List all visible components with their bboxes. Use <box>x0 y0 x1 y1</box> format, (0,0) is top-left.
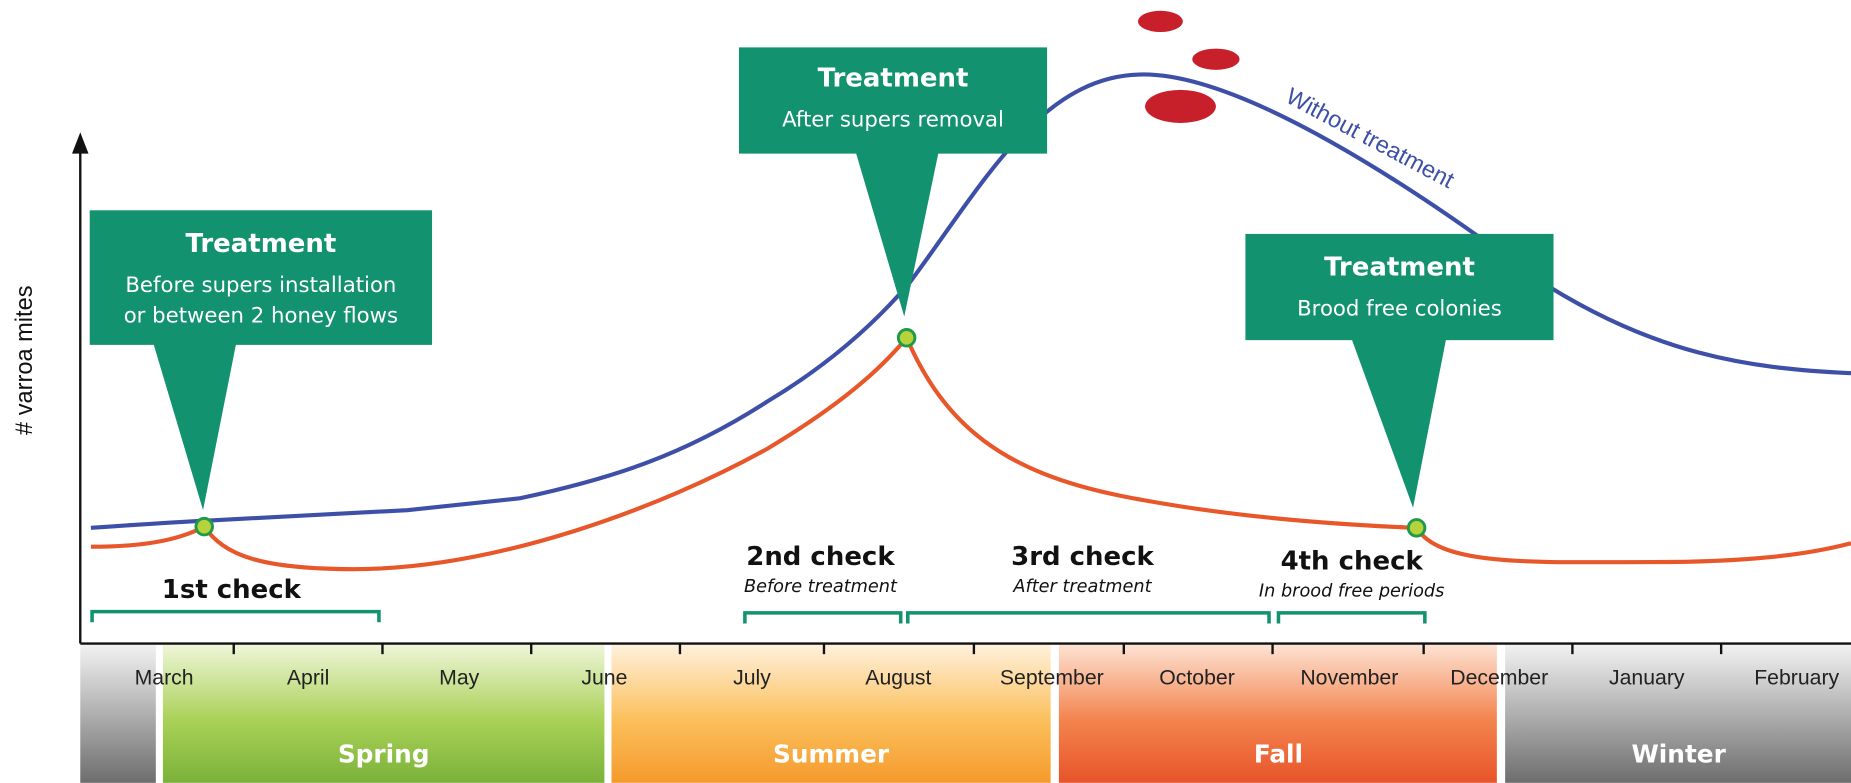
check-bracket <box>1276 611 1427 624</box>
mite <box>1137 10 1183 33</box>
check-bracket <box>90 609 381 623</box>
month-label: March <box>135 666 194 690</box>
month-label: April <box>287 666 329 690</box>
season-label: Winter <box>1631 740 1726 769</box>
callout-pointer <box>1351 338 1447 508</box>
check-bracket <box>906 611 1271 624</box>
band <box>162 644 605 783</box>
check-point <box>1406 518 1427 538</box>
check-bracket <box>743 611 903 624</box>
month-label: June <box>581 666 627 690</box>
callout-title: Treatment <box>185 229 336 259</box>
check-point <box>194 516 214 537</box>
axis-arrow <box>72 132 89 154</box>
callout-line: Brood free colonies <box>1297 296 1502 321</box>
month-label: November <box>1300 666 1398 690</box>
annotations: March April May June July August September Octo… <box>89 47 1840 769</box>
season-label: Summer <box>773 740 890 769</box>
callout-box <box>738 47 1048 154</box>
check-title: 4th check <box>1281 547 1424 577</box>
month-label: September <box>1000 666 1104 690</box>
check-title: 2nd check <box>746 542 895 572</box>
callout-line: After supers removal <box>782 108 1004 133</box>
callout-pointer <box>153 343 237 511</box>
curve-label: Without treatment <box>1281 84 1458 195</box>
check-subtitle: After treatment <box>1012 577 1152 597</box>
band <box>611 644 1051 783</box>
check-title: 3rd check <box>1011 542 1154 572</box>
month-label: December <box>1450 666 1548 690</box>
month-label: May <box>439 666 479 690</box>
treatment-callout: Treatment Brood free colonies <box>1245 233 1554 508</box>
season-label: Spring <box>338 740 430 769</box>
curve-treated <box>90 333 1851 572</box>
treatment-callout: Treatment After supers removal <box>738 47 1048 317</box>
season-label: Fall <box>1254 740 1303 769</box>
callout-line: Before supers installation <box>125 273 396 298</box>
callout-title: Treatment <box>818 64 969 94</box>
check-subtitle: In brood free periods <box>1259 582 1445 602</box>
callout-box <box>1245 233 1554 341</box>
callout-title: Treatment <box>1324 253 1475 283</box>
callout-line: or between 2 honey flows <box>124 304 398 329</box>
month-label: August <box>865 666 931 690</box>
band <box>80 644 156 783</box>
month-label: February <box>1754 666 1839 690</box>
y-axis-label: # varroa mites <box>12 285 38 434</box>
treatment-callout: Treatment Before supers installation or be… <box>89 210 433 511</box>
month-label: January <box>1609 666 1685 690</box>
mite <box>1145 89 1216 123</box>
mite <box>1192 48 1240 70</box>
check-subtitle: Before treatment <box>744 577 898 597</box>
check-point <box>896 328 917 348</box>
band <box>1505 644 1851 783</box>
season-bands <box>80 644 1851 783</box>
month-label: July <box>733 666 771 690</box>
check-title: 1st check <box>162 575 302 605</box>
callout-box <box>89 210 433 345</box>
mites <box>1137 10 1240 123</box>
month-label: October <box>1159 666 1235 690</box>
band <box>1058 644 1497 783</box>
callout-pointer <box>855 152 939 317</box>
